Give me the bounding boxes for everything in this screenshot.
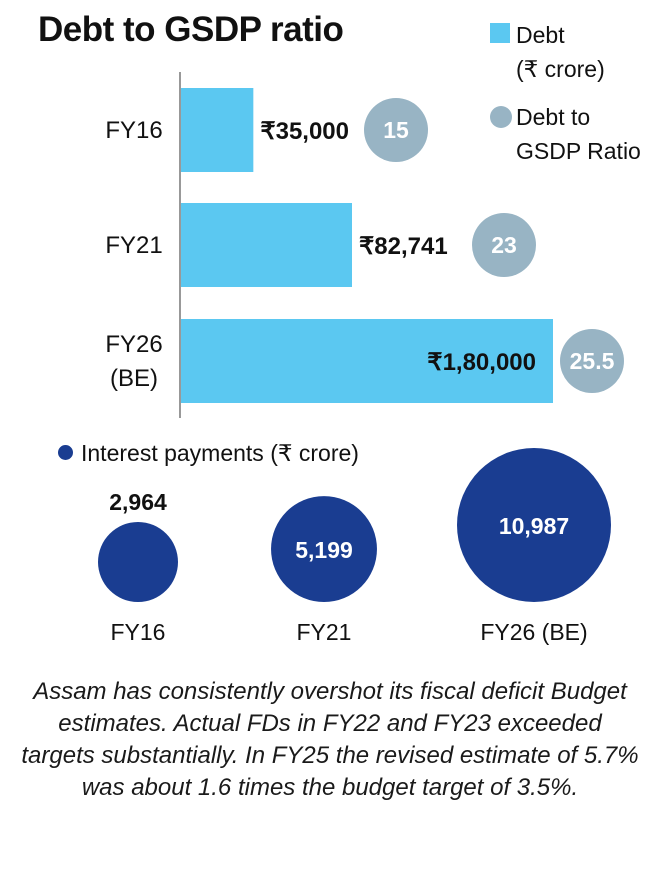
category-label: FY21 <box>105 232 162 259</box>
interest-value-label: 2,964 <box>109 489 167 515</box>
interest-value-label: 10,987 <box>499 513 569 539</box>
interest-bubble <box>457 448 611 602</box>
debt-bar <box>181 319 553 403</box>
chart-title: Debt to GSDP ratio <box>38 10 344 49</box>
interest-legend-dot <box>58 445 73 460</box>
debt-bar <box>181 203 352 287</box>
interest-category-label: FY26 (BE) <box>480 619 587 645</box>
debt-value-label: ₹1,80,000 <box>427 349 536 376</box>
interest-legend-label: Interest payments (₹ crore) <box>81 440 359 466</box>
interest-category-label: FY21 <box>297 619 352 645</box>
ratio-bubble <box>472 213 536 277</box>
footnote: Assam has consistently overshot its fisc… <box>21 678 639 801</box>
debt-bar <box>181 88 254 172</box>
debt-legend-swatch <box>490 23 510 43</box>
ratio-legend-swatch <box>490 106 512 128</box>
ratio-bubble <box>364 98 428 162</box>
ratio-legend-label-2: GSDP Ratio <box>516 138 641 164</box>
interest-category-label: FY16 <box>111 619 166 645</box>
interest-legend: Interest payments (₹ crore) <box>58 440 359 467</box>
interest-bubble-chart: 2,964 FY16 5,199 FY21 10,987 FY26 (BE) <box>98 448 611 645</box>
category-label: FY26 <box>105 331 162 358</box>
ratio-value-label: 23 <box>491 232 517 258</box>
debt-legend-unit: (₹ crore) <box>516 56 605 82</box>
debt-legend-label: Debt <box>516 22 565 48</box>
ratio-value-label: 15 <box>383 117 409 143</box>
category-label: FY16 <box>105 117 162 144</box>
debt-bar-chart: FY16 ₹35,000 15 FY21 ₹82,741 23 FY26 (BE) ₹1,80,… <box>105 72 624 418</box>
ratio-bubble <box>560 329 624 393</box>
interest-bubble <box>271 496 377 602</box>
category-label: (BE) <box>110 365 158 392</box>
ratio-legend-label: Debt to <box>516 104 591 130</box>
debt-value-label: ₹35,000 <box>260 118 349 145</box>
ratio-value-label: 25.5 <box>570 348 615 374</box>
interest-value-label: 5,199 <box>295 537 353 563</box>
debt-value-label: ₹82,741 <box>359 233 448 260</box>
interest-bubble <box>98 522 178 602</box>
